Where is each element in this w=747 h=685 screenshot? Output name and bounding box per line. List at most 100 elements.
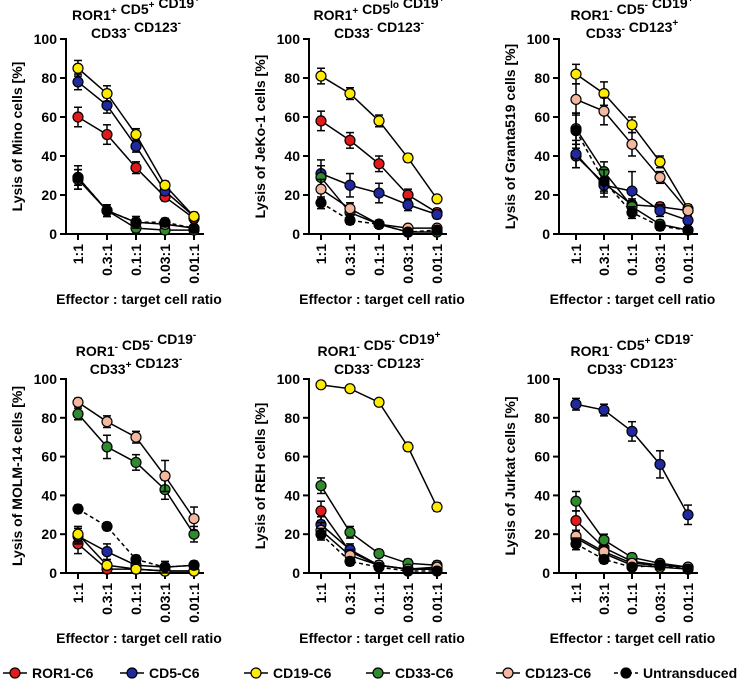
legend-item-untransduced: Untransduced xyxy=(614,665,737,681)
series-untransduced xyxy=(315,196,443,238)
data-point xyxy=(130,456,142,469)
data-point xyxy=(626,185,638,197)
data-point xyxy=(101,546,113,558)
x-tick-label: 1:1 xyxy=(568,244,584,264)
x-tick-label: 0.01:1 xyxy=(186,244,202,284)
y-axis-label: Lysis of Mino cells [%] xyxy=(9,62,25,212)
data-point xyxy=(654,220,666,232)
panel-title-line-2: CD33- CD123+ xyxy=(586,18,679,41)
y-tick-label: 100 xyxy=(34,371,58,387)
title-superscript: - xyxy=(421,354,424,365)
data-point xyxy=(682,214,694,226)
panel-title-line-2: CD33- CD123- xyxy=(91,18,181,41)
title-marker: ROR1 xyxy=(317,343,356,359)
data-point xyxy=(130,216,142,228)
data-point xyxy=(72,503,84,515)
data-point xyxy=(72,62,84,74)
title-marker: ROR1 xyxy=(570,7,609,23)
title-marker: CD5 xyxy=(613,1,645,17)
title-marker: CD123 xyxy=(373,355,421,371)
y-tick-label: 60 xyxy=(284,109,300,125)
x-tick-label: 0.1:1 xyxy=(624,244,640,276)
y-tick-label: 20 xyxy=(284,187,300,203)
data-point xyxy=(570,93,582,106)
series-cd33-c6 xyxy=(315,477,443,571)
x-tick-label: 0.03:1 xyxy=(652,244,668,284)
data-point xyxy=(402,152,414,164)
data-point xyxy=(431,193,443,205)
data-point xyxy=(654,156,666,168)
title-superscript: - xyxy=(193,330,196,341)
legend-label: Untransduced xyxy=(643,665,737,681)
data-point xyxy=(344,179,356,191)
data-point xyxy=(682,224,694,236)
x-tick-label: 0.3:1 xyxy=(596,583,612,615)
title-superscript: lo xyxy=(390,0,399,11)
panel-title-line-2: CD33- CD123- xyxy=(334,354,424,377)
data-point xyxy=(402,226,414,238)
y-tick-label: 40 xyxy=(41,148,57,164)
y-tick-label: 0 xyxy=(49,226,57,242)
y-tick-label: 40 xyxy=(284,487,300,503)
panel-1: ROR1+ CD5+ CD19+CD33- CD123-020406080100… xyxy=(9,0,222,307)
y-tick-label: 20 xyxy=(41,526,57,542)
legend-marker xyxy=(502,667,514,679)
x-tick-label: 0.3:1 xyxy=(596,244,612,276)
legend-marker xyxy=(126,667,138,679)
legend-item-cd5-c6: CD5-C6 xyxy=(120,665,200,681)
y-tick-label: 0 xyxy=(542,565,550,581)
data-point xyxy=(315,505,327,517)
x-axis-label: Effector : target cell ratio xyxy=(299,630,465,646)
data-point xyxy=(101,416,113,428)
y-axis-label: Lysis of Jurkat cells [%] xyxy=(502,397,518,556)
x-tick-label: 0.1:1 xyxy=(371,583,387,615)
data-point xyxy=(315,197,327,209)
x-tick-label: 0.01:1 xyxy=(186,583,202,623)
x-tick-label: 0.01:1 xyxy=(429,583,445,623)
title-superscript: - xyxy=(421,18,424,29)
y-tick-label: 80 xyxy=(284,70,300,86)
data-point xyxy=(570,125,582,137)
series-cd33-c6 xyxy=(72,407,200,543)
y-axis-label: Lysis of Granta519 cells [%] xyxy=(502,44,518,229)
y-tick-label: 0 xyxy=(292,565,300,581)
x-tick-label: 1:1 xyxy=(568,583,584,603)
data-point xyxy=(626,561,638,573)
data-point xyxy=(159,216,171,228)
panel-title-line-2: CD33+ CD123- xyxy=(90,354,182,377)
x-tick-label: 0.3:1 xyxy=(99,583,115,615)
panel-title-line-1: ROR1+ CD5lo CD19+ xyxy=(313,0,444,23)
y-tick-label: 80 xyxy=(534,410,550,426)
series-cd123-c6 xyxy=(72,396,200,532)
title-marker: CD33 xyxy=(334,25,370,41)
x-tick-label: 0.03:1 xyxy=(400,244,416,284)
x-axis-label: Effector : target cell ratio xyxy=(56,630,222,646)
series-line xyxy=(77,176,195,229)
series-cd19-c6 xyxy=(72,525,200,577)
data-point xyxy=(570,538,582,550)
data-point xyxy=(315,115,327,127)
panel-title-line-1: ROR1- CD5+ CD19- xyxy=(570,330,693,359)
data-point xyxy=(373,187,385,199)
title-marker: CD19 xyxy=(399,0,439,11)
title-marker: CD33 xyxy=(586,25,622,41)
data-point xyxy=(101,205,113,217)
x-tick-label: 0.03:1 xyxy=(400,583,416,623)
panel-title-line-1: ROR1+ CD5+ CD19+ xyxy=(72,0,200,23)
data-point xyxy=(598,404,610,416)
data-point xyxy=(373,218,385,230)
data-point xyxy=(101,559,113,571)
title-marker: ROR1 xyxy=(570,343,609,359)
title-superscript: + xyxy=(435,330,441,341)
title-marker: CD19 xyxy=(153,331,193,347)
data-point xyxy=(373,396,385,408)
title-marker: CD5 xyxy=(118,337,150,353)
title-superscript: - xyxy=(623,360,626,371)
title-superscript: - xyxy=(356,342,359,353)
series-cd19-c6 xyxy=(315,379,443,513)
title-marker: CD19 xyxy=(395,331,435,347)
y-tick-label: 60 xyxy=(284,449,300,465)
y-tick-label: 20 xyxy=(284,526,300,542)
legend-label: ROR1-C6 xyxy=(32,665,94,681)
